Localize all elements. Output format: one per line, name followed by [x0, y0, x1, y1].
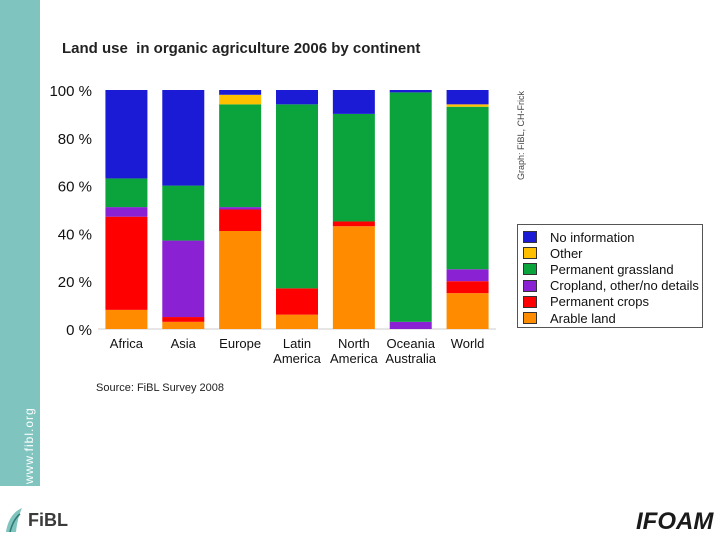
legend-label: Arable land: [550, 310, 616, 326]
legend-item: Arable land: [523, 310, 698, 326]
x-tick-label: Asia: [171, 336, 197, 351]
bar-segment: [332, 226, 375, 329]
legend-item: Other: [523, 245, 698, 261]
bar-segment: [219, 90, 262, 95]
bar-segment: [105, 90, 148, 179]
legend-item: No information: [523, 229, 698, 245]
bar-segment: [389, 321, 432, 329]
legend-item: Cropland, other/no details: [523, 278, 699, 294]
legend-label: Permanent crops: [550, 294, 649, 310]
bar-segment: [332, 90, 375, 114]
legend-item: Permanent grassland: [523, 261, 698, 277]
y-tick-label: 100 %: [49, 83, 92, 100]
legend-swatch: [523, 279, 537, 292]
bar-segment: [389, 90, 432, 93]
bar-segment: [332, 113, 375, 222]
x-tick-label: America: [273, 351, 321, 366]
x-tick-label: World: [451, 336, 485, 351]
legend-swatch: [523, 263, 537, 276]
source-note: Source: FiBL Survey 2008: [96, 382, 224, 394]
graph-credit: Graph: FiBL, CH-Frick: [516, 90, 526, 180]
bar-segment: [105, 178, 148, 208]
legend-swatch: [523, 295, 537, 308]
bar-segment: [162, 90, 205, 186]
bar-segment: [162, 185, 205, 241]
bar-segment: [219, 104, 262, 208]
bar-segment: [446, 269, 489, 282]
fibl-logo: FiBL: [4, 504, 76, 536]
x-tick-label: Africa: [110, 336, 144, 351]
x-tick-label: Latin: [283, 336, 311, 351]
leaf-icon: [6, 508, 22, 533]
fibl-logo-text: FiBL: [28, 509, 68, 530]
legend-label: Cropland, other/no details: [550, 278, 699, 294]
chart-legend: No information Other Permanent grassland Cr…: [517, 224, 703, 328]
bar-segment: [105, 309, 148, 329]
bar-segment: [162, 321, 205, 329]
bar-segment: [219, 231, 262, 329]
y-tick-label: 20 %: [58, 274, 92, 291]
legend-swatch: [523, 231, 537, 244]
legend-label: Permanent grassland: [550, 261, 674, 277]
bar-segment: [105, 207, 148, 217]
x-tick-label: Europe: [219, 336, 261, 351]
bar-segment: [446, 281, 489, 294]
bar-segment: [446, 106, 489, 270]
bar-segment: [219, 207, 262, 210]
bar-segment: [162, 240, 205, 318]
bar-segment: [276, 90, 318, 105]
legend-item: Permanent crops: [523, 294, 698, 310]
bar-segment: [276, 314, 318, 329]
bar-segment: [276, 104, 318, 289]
sidebar-band: [0, 0, 40, 486]
chart-title: Land use in organic agriculture 2006 by …: [62, 40, 421, 57]
bar-segment: [105, 216, 148, 310]
bar-segment: [332, 221, 375, 227]
bar-segment: [446, 104, 489, 107]
y-tick-label: 60 %: [58, 179, 92, 196]
legend-label: Other: [550, 245, 583, 261]
ifoam-logo: IFOAM: [636, 508, 714, 535]
bar-segment: [446, 90, 489, 105]
bar-segment: [389, 92, 432, 322]
legend-swatch: [523, 247, 537, 260]
x-tick-label: North: [338, 336, 370, 351]
x-tick-label: America: [330, 351, 378, 366]
y-tick-label: 80 %: [58, 131, 92, 148]
bar-segment: [446, 293, 489, 329]
x-tick-label: Oceania: [387, 336, 436, 351]
x-tick-label: Australia: [385, 351, 436, 366]
y-tick-label: 40 %: [58, 226, 92, 243]
legend-swatch: [523, 312, 537, 325]
bar-segment: [219, 94, 262, 105]
bar-segment: [162, 317, 205, 322]
bar-segment: [276, 288, 318, 315]
legend-label: No information: [550, 229, 635, 245]
y-tick-label: 0 %: [66, 322, 92, 339]
bar-segment: [219, 209, 262, 232]
